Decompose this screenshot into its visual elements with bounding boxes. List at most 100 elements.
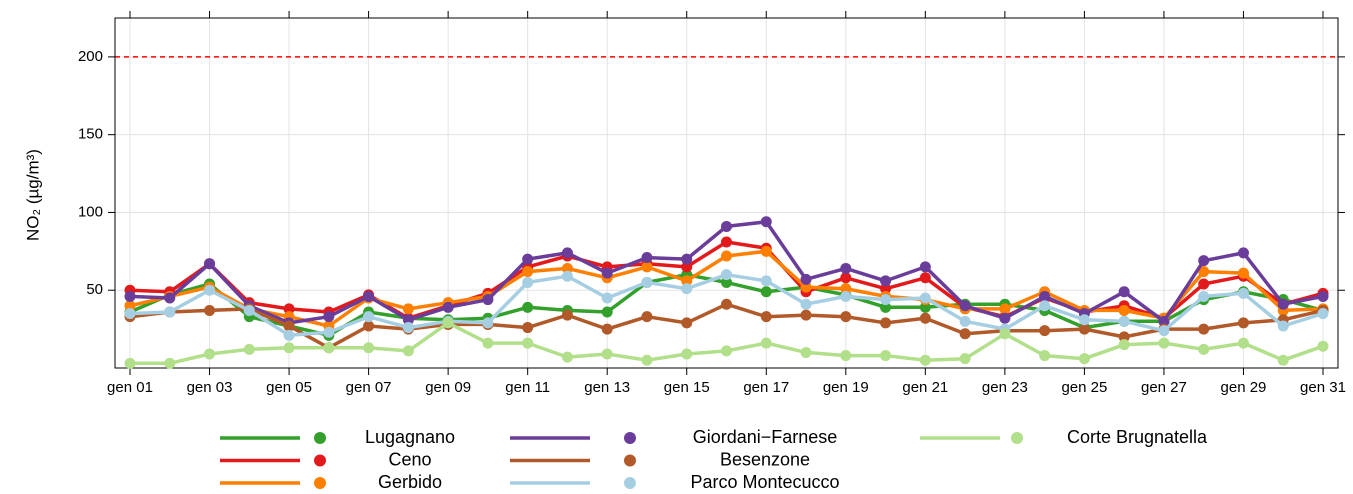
data-point: [561, 247, 573, 259]
y-tick-label: 200: [78, 48, 103, 65]
legend-swatch: [314, 432, 326, 444]
x-tick-label: gen 27: [1141, 379, 1187, 396]
data-point: [1198, 343, 1210, 355]
data-point: [204, 304, 216, 316]
data-point: [919, 312, 931, 324]
data-point: [124, 308, 136, 320]
data-point: [800, 346, 812, 358]
data-point: [641, 311, 653, 323]
data-point: [283, 342, 295, 354]
data-point: [124, 290, 136, 302]
data-point: [840, 262, 852, 274]
data-point: [601, 306, 613, 318]
data-point: [1237, 267, 1249, 279]
data-point: [1237, 247, 1249, 259]
x-tick-label: gen 31: [1300, 379, 1346, 396]
data-point: [959, 328, 971, 340]
y-axis-label: NO₂ (µg/m³): [23, 149, 42, 241]
data-point: [840, 311, 852, 323]
x-tick-label: gen 21: [902, 379, 948, 396]
data-point: [1039, 300, 1051, 312]
data-point: [522, 337, 534, 349]
data-point: [800, 298, 812, 310]
data-point: [1237, 287, 1249, 299]
data-point: [402, 314, 414, 326]
x-tick-label: gen 13: [584, 379, 630, 396]
x-tick-label: gen 09: [425, 379, 471, 396]
data-point: [1118, 339, 1130, 351]
data-point: [919, 292, 931, 304]
data-point: [721, 298, 732, 310]
data-point: [760, 286, 772, 298]
data-point: [402, 345, 414, 357]
legend-label: Ceno: [388, 449, 431, 469]
data-point: [204, 284, 216, 296]
data-point: [959, 315, 971, 327]
data-point: [402, 322, 414, 334]
data-point: [1198, 290, 1210, 302]
data-point: [919, 354, 931, 366]
x-tick-label: gen 01: [107, 379, 153, 396]
data-point: [522, 266, 534, 278]
data-point: [999, 303, 1011, 315]
data-point: [681, 348, 693, 360]
data-point: [1237, 337, 1249, 349]
data-point: [522, 276, 534, 288]
data-point: [482, 294, 494, 306]
data-point: [760, 216, 772, 228]
x-tick-label: gen 17: [743, 379, 789, 396]
data-point: [641, 252, 653, 264]
data-point: [561, 351, 573, 363]
data-point: [561, 309, 573, 321]
data-point: [1317, 290, 1329, 302]
y-tick-label: 150: [78, 126, 103, 143]
data-point: [1078, 323, 1090, 335]
data-point: [204, 258, 216, 270]
data-point: [323, 311, 335, 323]
legend-swatch: [624, 477, 636, 489]
data-point: [959, 353, 971, 365]
legend-swatch: [624, 454, 636, 467]
data-point: [721, 236, 732, 248]
data-point: [363, 311, 375, 323]
data-point: [919, 272, 931, 284]
data-point: [323, 342, 335, 354]
data-point: [1317, 340, 1329, 352]
data-point: [601, 348, 613, 360]
data-point: [1198, 278, 1210, 290]
data-point: [681, 275, 693, 287]
data-point: [1198, 266, 1210, 278]
legend-swatch: [624, 432, 636, 444]
data-point: [164, 306, 176, 318]
data-point: [681, 261, 693, 273]
data-point: [164, 292, 176, 304]
legend-label: Giordani−Farnese: [693, 427, 838, 447]
data-point: [880, 294, 892, 306]
data-point: [1039, 350, 1051, 362]
data-point: [243, 304, 255, 316]
data-point: [164, 357, 176, 369]
data-point: [402, 303, 414, 315]
data-point: [1317, 308, 1329, 320]
data-point: [760, 245, 772, 257]
data-point: [840, 350, 852, 362]
data-point: [641, 354, 653, 366]
data-point: [1277, 320, 1289, 332]
data-point: [1078, 353, 1090, 365]
data-point: [1118, 286, 1130, 298]
legend-label: Gerbido: [378, 472, 442, 492]
data-point: [721, 269, 732, 281]
data-point: [721, 220, 732, 232]
data-point: [760, 337, 772, 349]
data-point: [1277, 354, 1289, 366]
data-point: [999, 328, 1011, 340]
data-point: [800, 281, 812, 293]
data-point: [561, 262, 573, 274]
x-tick-label: gen 29: [1221, 379, 1267, 396]
data-point: [919, 301, 931, 313]
x-tick-label: gen 25: [1061, 379, 1107, 396]
data-point: [124, 300, 136, 312]
data-point: [522, 301, 534, 313]
data-point: [283, 329, 295, 341]
